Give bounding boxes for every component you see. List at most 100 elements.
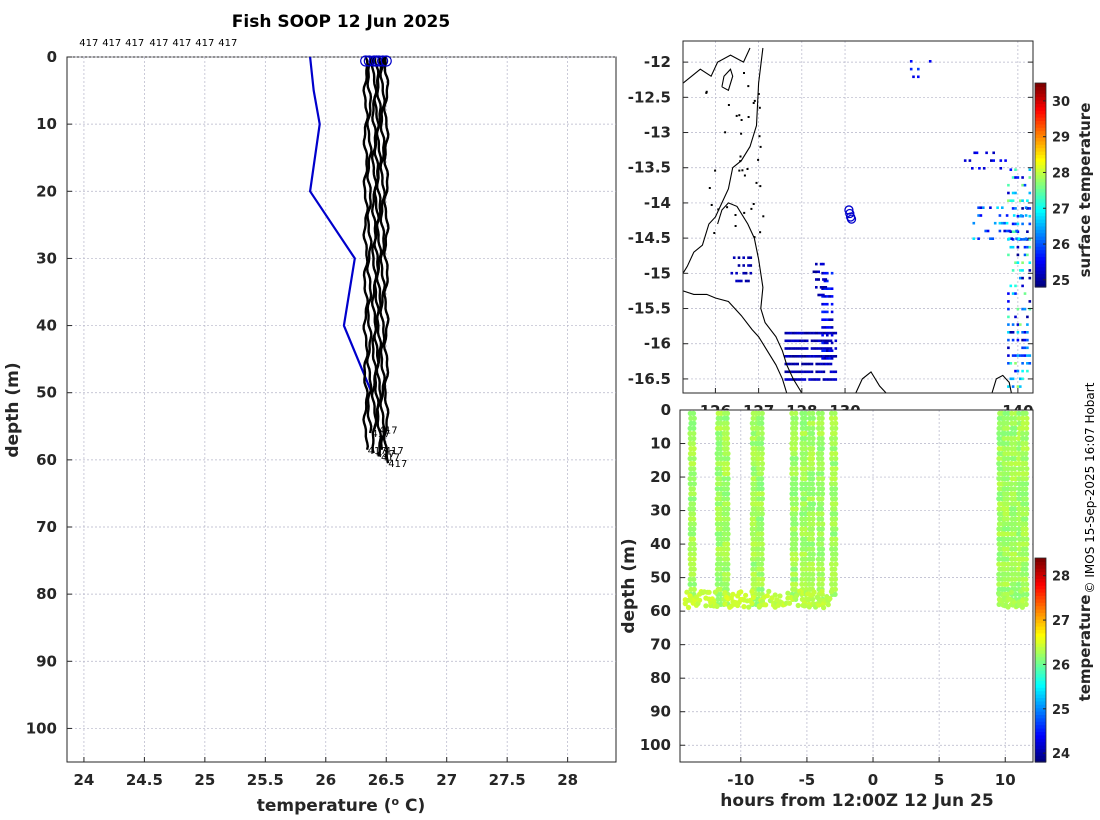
island-speck xyxy=(758,106,761,109)
data-point xyxy=(759,526,765,532)
data-point xyxy=(996,556,1002,562)
data-point xyxy=(756,451,762,457)
sst-pixel xyxy=(826,279,829,283)
sst-pixel xyxy=(821,302,824,306)
data-point xyxy=(833,561,839,567)
sst-pixel xyxy=(1007,300,1010,303)
data-point xyxy=(802,541,808,547)
data-point xyxy=(819,446,825,452)
colorbar-segment xyxy=(1035,568,1046,573)
sst-pixel xyxy=(749,271,753,275)
sst-pixel xyxy=(828,349,831,352)
climatology-line xyxy=(308,56,373,394)
sst-pixel xyxy=(826,295,829,298)
profile-y-tick-label: 90 xyxy=(36,652,57,670)
colorbar-segment xyxy=(1035,602,1046,607)
island-speck xyxy=(759,185,762,188)
sst-pixel xyxy=(828,295,831,298)
data-point xyxy=(792,526,798,532)
sst-pixel xyxy=(1011,331,1015,334)
map-y-tick-label: -16 xyxy=(644,335,671,353)
colorbar-segment xyxy=(1035,581,1046,586)
sst-pixel xyxy=(830,318,834,321)
data-point xyxy=(1016,461,1022,467)
sst-pixel xyxy=(830,349,834,352)
profile-y-tick-label: 80 xyxy=(36,585,57,603)
section-x-axis-label: hours from 12:00Z 12 Jun 25 xyxy=(720,791,993,811)
sst-pixel xyxy=(820,347,823,350)
colorbar-segment xyxy=(1035,690,1046,695)
colorbar-segment xyxy=(1035,276,1046,281)
data-point xyxy=(819,546,826,552)
data-point xyxy=(799,581,805,587)
data-point xyxy=(687,521,694,527)
colorbar-segment xyxy=(1035,677,1046,681)
colorbar-segment xyxy=(1035,585,1046,590)
sst-pixel xyxy=(789,331,792,335)
sst-pixel xyxy=(917,75,920,79)
colorbar-segment xyxy=(1035,137,1046,142)
data-point xyxy=(1024,420,1030,426)
data-point xyxy=(785,590,791,596)
sst-pixel xyxy=(1019,276,1022,280)
sst-pixel xyxy=(829,355,833,358)
data-point xyxy=(810,425,816,431)
data-point xyxy=(832,481,838,487)
data-point xyxy=(833,461,839,467)
sst-pixel xyxy=(815,339,818,343)
data-point xyxy=(832,491,838,497)
sst-pixel xyxy=(1014,315,1017,319)
data-point xyxy=(833,456,839,462)
profile-y-axis-label: depth (m) xyxy=(3,362,23,457)
sst-pixel xyxy=(784,339,788,343)
sst-pixel xyxy=(810,378,814,381)
sst-pixel xyxy=(815,355,818,358)
data-point xyxy=(690,501,697,507)
colorbar-segment xyxy=(1035,683,1046,688)
data-point xyxy=(687,581,693,587)
sst-pixel xyxy=(791,355,795,358)
data-point xyxy=(759,491,765,497)
colorbar-segment xyxy=(1035,663,1046,668)
data-point xyxy=(829,576,835,582)
data-point xyxy=(802,551,808,557)
data-point xyxy=(1012,561,1018,567)
data-point xyxy=(690,486,697,492)
sst-pixel xyxy=(817,278,820,281)
sst-pixel xyxy=(786,339,790,343)
sst-pixel xyxy=(1011,354,1015,357)
sst-pixel xyxy=(975,151,979,155)
sst-pixel xyxy=(735,271,738,275)
data-point xyxy=(718,501,724,507)
data-point xyxy=(827,596,833,602)
sst-pixel xyxy=(829,378,833,381)
sst-pixel xyxy=(984,229,987,233)
sst-pixel xyxy=(1028,300,1032,303)
data-point xyxy=(715,576,721,582)
sst-pixel xyxy=(794,370,797,374)
data-point xyxy=(799,451,805,457)
data-point xyxy=(1024,581,1030,587)
section-y-tick-label: 50 xyxy=(650,569,671,587)
data-point xyxy=(816,576,822,582)
sst-pixel xyxy=(784,378,788,381)
data-point xyxy=(1020,446,1026,452)
colorbar-segment xyxy=(1035,157,1046,162)
colorbar-segment xyxy=(1035,253,1046,257)
data-point xyxy=(725,476,731,482)
data-point xyxy=(1023,435,1029,442)
sst-pixel xyxy=(830,295,834,298)
island-speck xyxy=(752,102,755,104)
sst-pixel xyxy=(810,331,814,335)
sst-pixel xyxy=(1007,307,1010,311)
sst-pixel xyxy=(822,293,825,297)
data-point xyxy=(802,456,808,462)
sst-pixel xyxy=(789,362,792,366)
data-point xyxy=(1023,461,1029,467)
colorbar-segment xyxy=(1035,666,1046,671)
data-point xyxy=(809,581,816,587)
data-point xyxy=(1005,571,1011,577)
data-point xyxy=(793,486,799,492)
colorbar-segment xyxy=(1035,191,1046,196)
data-point xyxy=(759,481,765,487)
